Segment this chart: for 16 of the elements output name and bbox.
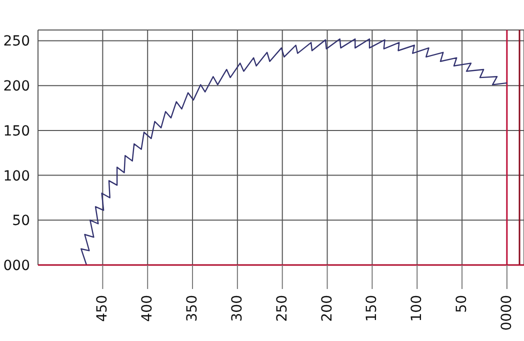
y-tick-label: 250 <box>3 34 30 50</box>
y-tick-label: 200 <box>3 78 30 95</box>
x-tick-label: 200 <box>319 295 336 322</box>
x-tick-label: 0000 <box>498 295 515 331</box>
x-tick-label: 150 <box>364 295 380 322</box>
x-tick-label: 100 <box>409 295 426 322</box>
x-tick-label: 350 <box>184 295 201 322</box>
x-tick-label: 400 <box>140 295 156 322</box>
x-tick-label: 300 <box>229 295 246 322</box>
y-tick-label: 50 <box>12 213 30 230</box>
y-tick-label: 100 <box>3 168 30 184</box>
x-tick-label: 250 <box>274 295 290 322</box>
x-tick-label: 450 <box>94 295 111 322</box>
x-tick-label: 50 <box>454 295 470 313</box>
y-tick-label: 000 <box>3 258 30 274</box>
y-tick-label: 150 <box>3 123 30 140</box>
